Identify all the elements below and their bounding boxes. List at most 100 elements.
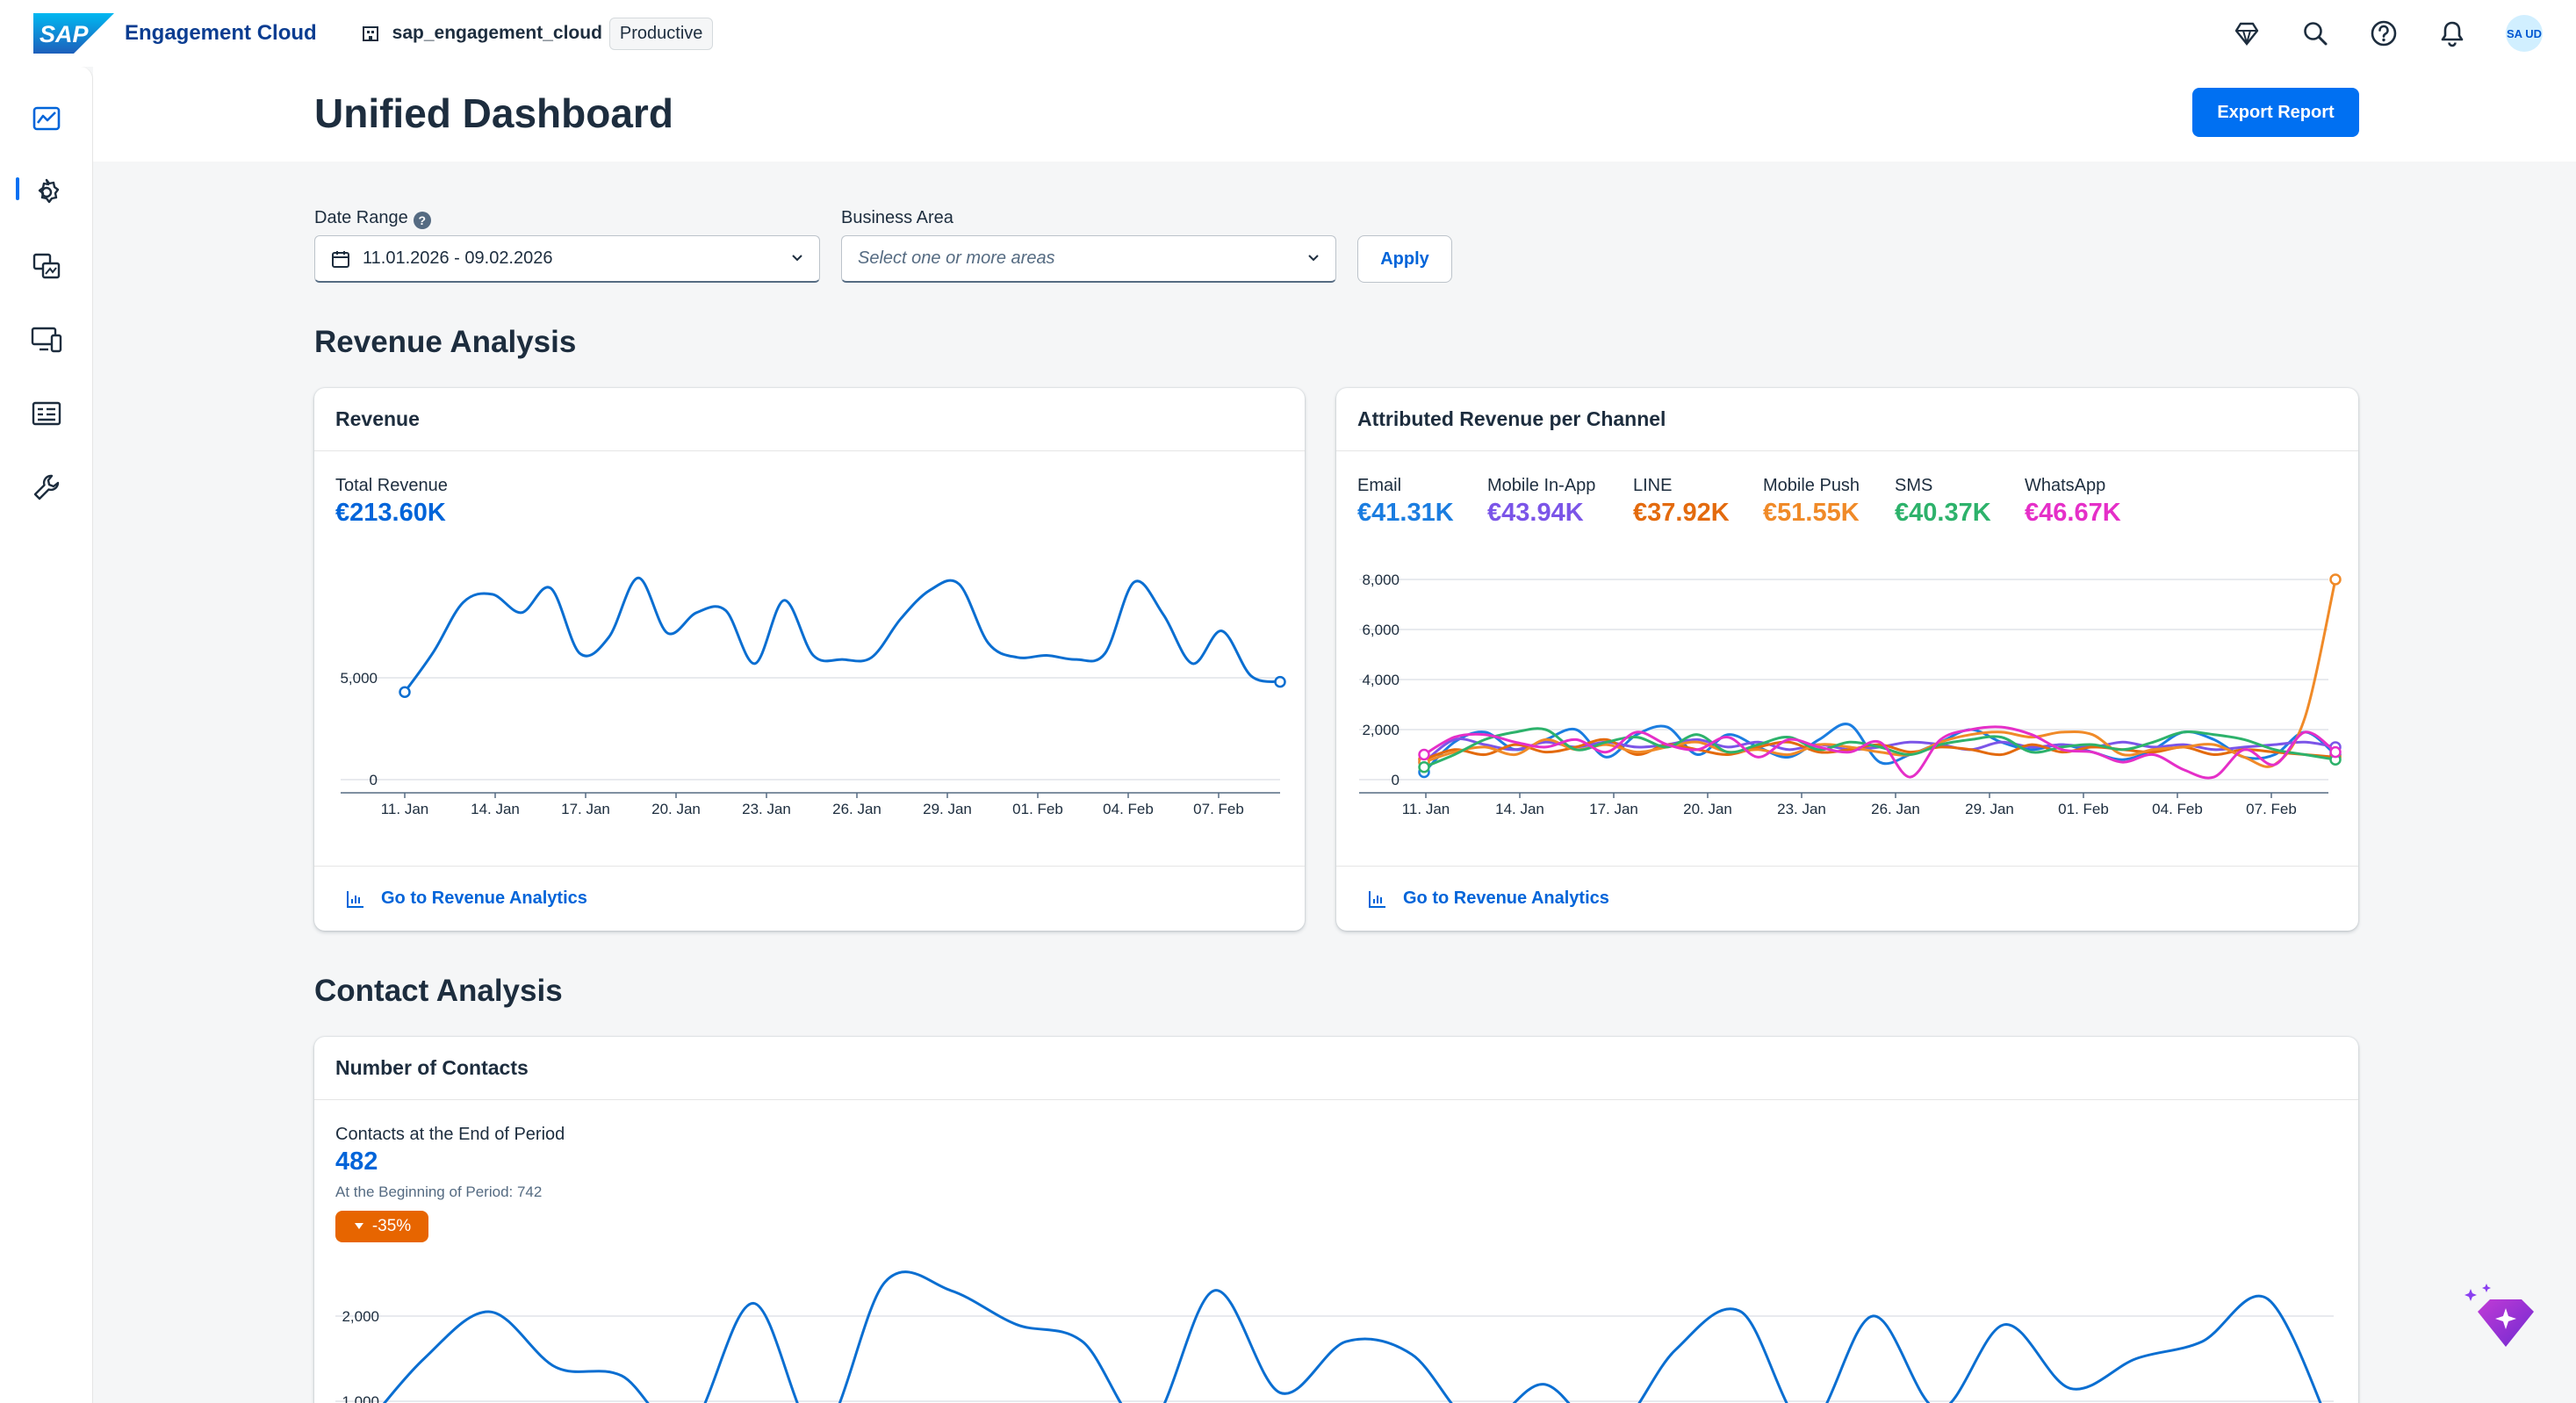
go-to-revenue-analytics-link[interactable]: Go to Revenue Analytics [1403,889,1609,908]
data-point[interactable] [2329,573,2342,586]
chevron-down-icon [792,255,802,262]
channels-icon [31,327,62,353]
channel-kpi-value: €51.55K [1763,499,1860,527]
calendar-icon [332,250,349,268]
channel-kpi-value: €37.92K [1633,499,1730,527]
product-name: Engagement Cloud [125,21,317,45]
kpi-label: Contacts at the End of Period [335,1125,565,1144]
channel-revenue-chart[interactable]: 0 2,000 4,000 6,000 8,000 11. Jan 14. Jan 17. J… [1336,388,2358,827]
apply-button[interactable]: Apply [1357,235,1452,283]
nav-tools[interactable] [28,469,65,506]
data-point[interactable] [399,686,411,698]
tenant-badge: Productive [608,17,714,50]
search-icon[interactable] [2300,18,2330,48]
channel-kpi-label: WhatsApp [2025,476,2106,495]
go-to-revenue-analytics-link[interactable]: Go to Revenue Analytics [381,889,587,908]
business-area-select[interactable]: Select one or more areas [841,235,1336,283]
chevron-down-icon [1308,255,1319,262]
section-title-contacts: Contact Analysis [314,974,563,1008]
series-line[interactable] [403,576,1281,694]
joule-diamond-icon [2464,1284,2534,1347]
date-range-value: 11.01.2026 - 09.02.2026 [363,248,553,268]
kpi-label: Total Revenue [335,476,448,495]
series-line[interactable] [358,1270,2334,1403]
y-tick-label: 2,000 [1362,722,1400,738]
series-line[interactable] [1423,725,2336,780]
x-tick-label: 14. Jan [1495,801,1544,817]
nav-contacts[interactable] [28,395,65,432]
x-tick-label: 07. Feb [1193,801,1244,817]
wrench-icon [33,474,60,500]
x-tick-label: 17. Jan [1589,801,1638,817]
delta-badge: -35% [335,1211,428,1242]
card-title: Revenue [314,388,1305,451]
revenue-card: Revenue Total Revenue €213.60K 0 5,000 11.… [314,388,1305,931]
channel-kpi-label: Mobile Push [1763,476,1860,495]
content-icon [32,253,61,279]
channel-kpi-value: €43.94K [1487,499,1584,527]
x-tick-label: 11. Jan [381,801,429,817]
export-report-button[interactable]: Export Report [2192,88,2359,137]
kpi-value: 482 [335,1148,378,1176]
bell-icon[interactable] [2437,18,2467,48]
date-range-label: Date Range? [314,208,431,229]
nav-dashboard[interactable] [28,100,65,137]
x-tick-label: 26. Jan [1871,801,1920,817]
contacts-card: Number of Contacts Contacts at the End o… [314,1037,2358,1403]
y-tick-label: 8,000 [1362,572,1400,588]
tenant-name: sap_engagement_cloud [392,23,602,43]
card-footer[interactable]: Go to Revenue Analytics [314,866,1305,931]
bar-chart-icon [347,890,363,908]
x-tick-label: 20. Jan [1683,801,1732,817]
page-title: Unified Dashboard [314,90,673,136]
data-point[interactable] [1418,761,1430,773]
data-point[interactable] [1418,748,1430,761]
revenue-chart[interactable]: 0 5,000 11. Jan 14. Jan 17. Jan 20. Jan 23. Ja… [314,388,1305,827]
card-footer[interactable]: Go to Revenue Analytics [1336,866,2358,931]
x-tick-label: 14. Jan [471,801,520,817]
x-tick-label: 07. Feb [2246,801,2297,817]
y-tick-label: 5,000 [340,670,378,687]
x-tick-label: 29. Jan [1965,801,2014,817]
svg-text:SAP: SAP [40,21,90,47]
tenant-switcher[interactable]: sap_engagement_cloud Productive [361,17,714,50]
settings-icon [38,178,60,204]
building-icon [362,26,378,41]
y-tick-label: 2,000 [342,1308,379,1325]
x-tick-label: 01. Feb [1012,801,1063,817]
diamond-icon[interactable] [2232,18,2262,48]
nav-content[interactable] [28,248,65,284]
series-line[interactable] [1423,727,2336,769]
x-tick-label: 17. Jan [561,801,610,817]
user-avatar[interactable]: SA UD [2506,15,2543,52]
y-tick-label: 1,000 [342,1393,379,1403]
contacts-icon [32,401,61,426]
date-range-picker[interactable]: 11.01.2026 - 09.02.2026 [314,235,820,283]
y-tick-label: 6,000 [1362,622,1400,638]
contacts-chart[interactable]: 1,000 2,000 [314,1037,2358,1403]
channel-revenue-card: Attributed Revenue per Channel Email €41.… [1336,388,2358,931]
business-area-placeholder: Select one or more areas [858,248,1055,268]
active-nav-indicator [16,177,19,200]
help-icon[interactable]: ? [413,212,431,229]
nav-channels[interactable] [28,321,65,358]
channel-kpi-value: €40.37K [1895,499,1991,527]
data-point[interactable] [2329,745,2342,759]
y-tick-label: 4,000 [1362,672,1400,688]
sap-logo[interactable]: SAP [33,13,114,54]
channel-kpi-label: LINE [1633,476,1673,495]
channel-kpi-value: €46.67K [2025,499,2121,527]
kpi-value: €213.60K [335,499,446,527]
x-tick-label: 23. Jan [742,801,791,817]
data-point[interactable] [1274,675,1286,688]
x-tick-label: 04. Feb [2152,801,2203,817]
card-title: Number of Contacts [314,1037,2358,1100]
joule-assistant-button[interactable] [2460,1282,2543,1370]
nav-settings[interactable] [28,174,65,211]
help-icon[interactable] [2369,18,2399,48]
x-tick-label: 29. Jan [923,801,972,817]
channel-kpi-label: SMS [1895,476,1933,495]
beginning-of-period-note: At the Beginning of Period: 742 [335,1184,543,1200]
delta-value: -35% [371,1217,412,1235]
x-tick-label: 04. Feb [1103,801,1154,817]
